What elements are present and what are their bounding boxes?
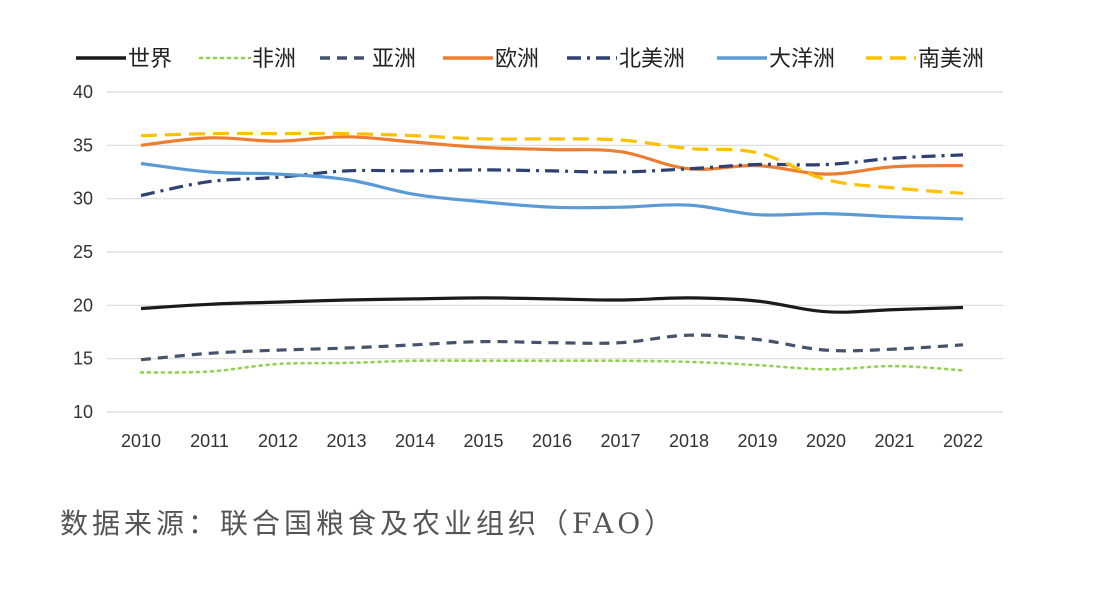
x-tick-label: 2011 [190,431,229,451]
x-tick-label: 2017 [600,431,640,451]
source-note: 数据来源：联合国粮食及农业组织（FAO） [60,507,677,540]
legend-label: 大洋洲 [769,47,835,72]
y-tick-label: 15 [73,349,93,369]
y-tick-label: 35 [73,135,93,155]
y-tick-label: 30 [73,189,93,209]
series-lines [139,131,965,374]
x-tick-label: 2020 [806,431,846,451]
legend: 世界 非洲 亚洲 欧洲 北美洲 大洋洲 南美洲 [76,47,984,72]
legend-label: 南美洲 [918,47,984,72]
x-tick-label: 2010 [121,431,161,451]
series-line [140,131,964,195]
x-tick-label: 2022 [943,431,983,451]
gridlines [107,91,1003,413]
series-line [140,333,964,362]
series-line [139,359,965,374]
x-tick-label: 2021 [874,431,914,451]
series-line [140,153,964,198]
legend-label: 亚洲 [372,47,416,72]
legend-label: 世界 [128,47,172,72]
x-axis: 2010 2011 2012 2013 2014 2015 2016 2017 2018 2019… [121,431,983,451]
legend-label: 欧洲 [495,47,539,72]
y-tick-label: 20 [73,295,93,315]
x-tick-label: 2012 [258,431,298,451]
series-line [140,296,964,314]
y-axis: 10 15 20 25 30 35 40 [73,82,93,422]
y-tick-label: 10 [73,402,93,422]
x-tick-label: 2019 [737,431,777,451]
x-tick-label: 2016 [532,431,572,451]
series-line [140,135,964,176]
x-tick-label: 2018 [669,431,709,451]
y-tick-label: 25 [73,242,93,262]
x-tick-label: 2015 [463,431,503,451]
series-line [140,161,964,221]
legend-label: 非洲 [252,47,296,72]
x-tick-label: 2014 [395,431,435,451]
y-tick-label: 40 [73,82,93,102]
legend-label: 北美洲 [619,47,685,72]
x-tick-label: 2013 [326,431,366,451]
